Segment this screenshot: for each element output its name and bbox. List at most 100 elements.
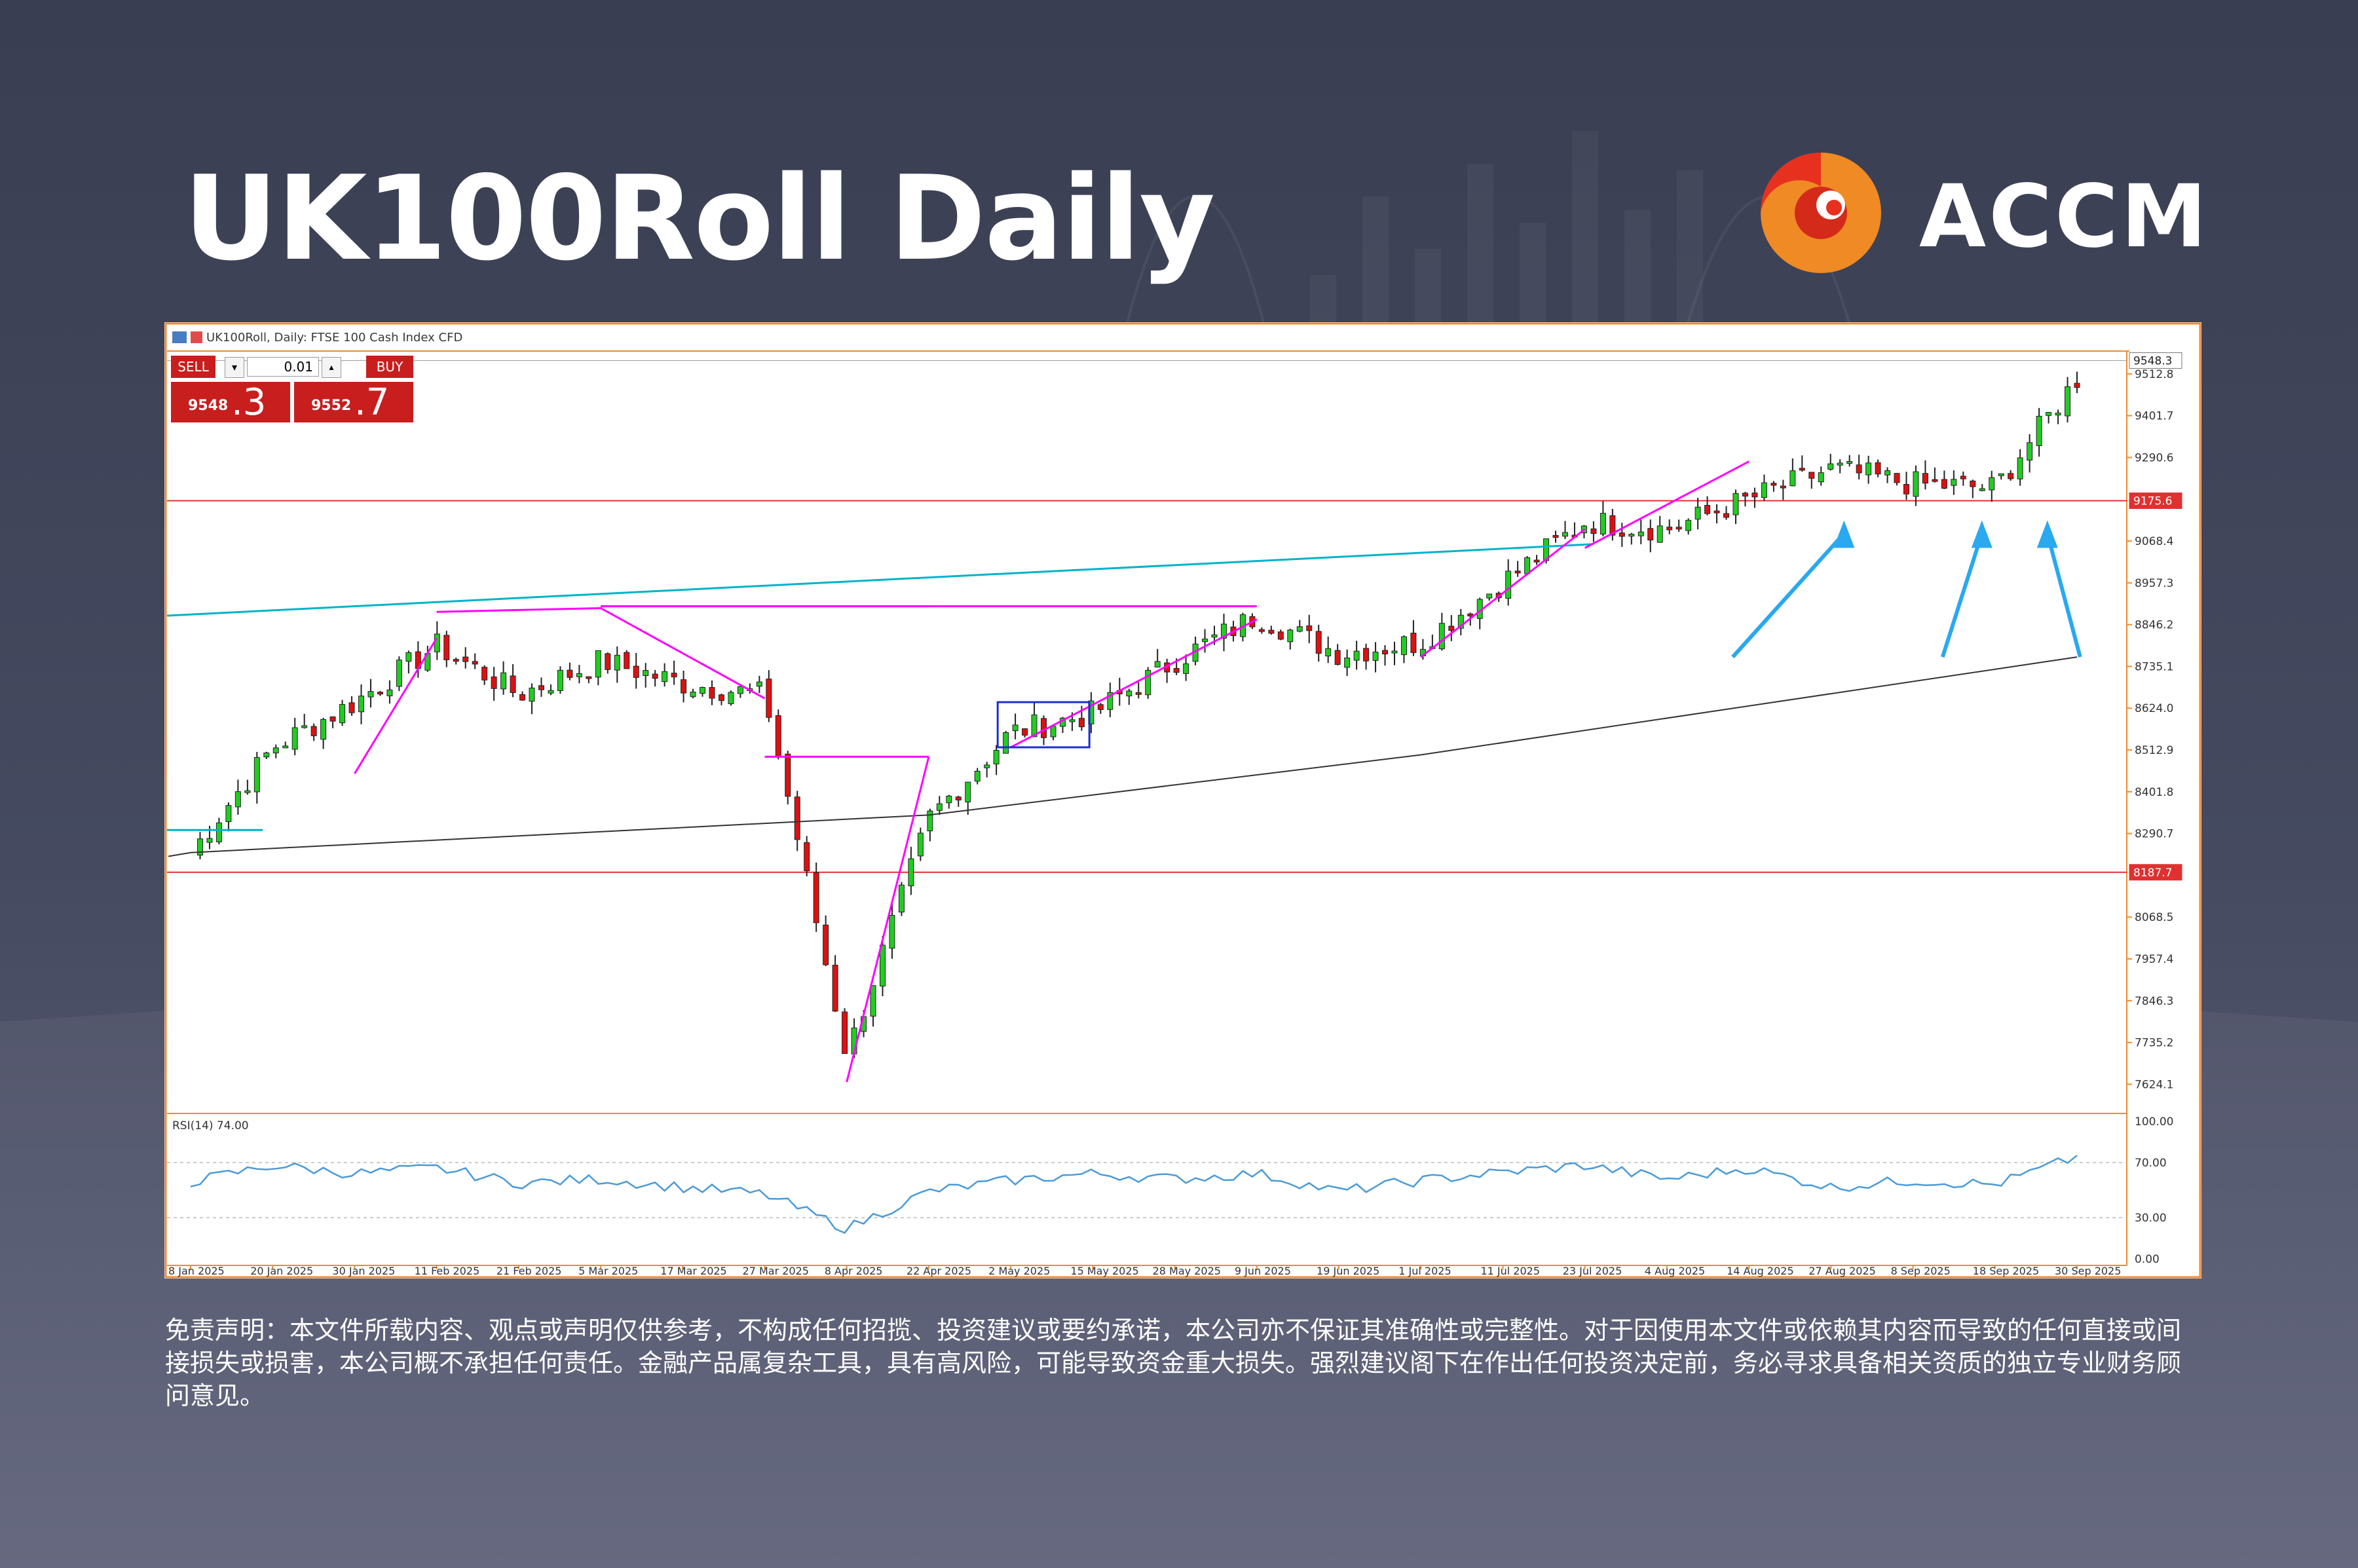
accm-flame-logo-icon	[1761, 153, 1881, 273]
candle-body	[1780, 485, 1786, 489]
price-axis-label: 8401.8	[2135, 786, 2173, 799]
date-axis-label: 30 Sep 2025	[2055, 1265, 2121, 1277]
buy-button[interactable]: BUY	[366, 356, 413, 378]
candle-body	[1315, 631, 1322, 654]
candle-body	[405, 652, 412, 662]
candle-body	[1173, 667, 1180, 673]
price-axis-label: 9401.7	[2135, 410, 2173, 423]
rsi-axis-label: 0.00	[2135, 1253, 2160, 1266]
lot-dropdown-icon[interactable]: ▾	[225, 357, 244, 378]
candle-body	[2055, 413, 2061, 416]
candle-body	[1638, 531, 1644, 536]
callout-arrow-icon	[2036, 520, 2058, 548]
candle-body	[1552, 534, 1559, 538]
candle-body	[681, 679, 687, 694]
one-click-trading-panel[interactable]: SELL ▾ 0.01 ▴ BUY 9548 .3 9552 .7	[171, 356, 420, 428]
candle-body	[1410, 633, 1417, 653]
candle-body	[2027, 442, 2033, 461]
price-axis-label: 7957.4	[2135, 953, 2173, 966]
candle-body	[1694, 506, 1701, 520]
candle-body	[225, 805, 232, 822]
candle-body	[1022, 728, 1028, 736]
callout-arrow-shaft	[1940, 532, 1984, 658]
trend-annotation	[1010, 618, 1258, 749]
price-axis-label: 9512.8	[2135, 368, 2173, 381]
candle-body	[1126, 690, 1132, 697]
date-axis-label: 19 Jun 2025	[1317, 1265, 1379, 1277]
candle-body	[1656, 525, 1663, 543]
candle-body	[652, 673, 658, 679]
candle-body	[1183, 663, 1189, 674]
candle-body	[1922, 473, 1928, 484]
sell-quote-button[interactable]: 9548 .3	[171, 382, 290, 422]
candle-body	[443, 635, 450, 660]
candle-body	[1438, 623, 1445, 650]
date-axis-label: 8 Apr 2025	[825, 1265, 883, 1277]
lot-size-input[interactable]: 0.01	[247, 357, 319, 377]
sell-price-pips: .3	[231, 381, 267, 424]
callout-arrow-icon	[1971, 520, 1993, 548]
candle-body	[832, 965, 838, 1012]
candle-body	[1287, 629, 1294, 643]
chart-frame	[164, 322, 2201, 1279]
candle-body	[396, 660, 402, 687]
candle-body	[1145, 669, 1151, 696]
candle-body	[1012, 724, 1019, 732]
date-axis-label: 22 Apr 2025	[907, 1265, 971, 1277]
candle-body	[842, 1011, 848, 1055]
candle-body	[481, 667, 488, 681]
price-axis-label: 7846.3	[2135, 995, 2173, 1008]
candle-body	[1457, 614, 1464, 629]
candle-body	[1325, 648, 1332, 657]
candle-body	[367, 691, 374, 698]
candle-body	[557, 669, 563, 691]
date-axis-label: 20 Jan 2025	[250, 1265, 313, 1277]
rsi-axis-label: 100.00	[2135, 1115, 2173, 1129]
candle-body	[671, 673, 677, 678]
candle-body	[709, 687, 715, 699]
candle-body	[624, 652, 630, 669]
candle-body	[1041, 718, 1047, 738]
price-axis-label: 8957.3	[2135, 577, 2173, 590]
candle-body	[1770, 483, 1777, 486]
candle-body	[339, 704, 346, 724]
chart-panel[interactable]: UK100Roll, Daily: FTSE 100 Cash Index CF…	[164, 322, 2201, 1279]
price-chart[interactable]: UK100Roll, Daily: FTSE 100 Cash Index CF…	[164, 322, 2201, 1279]
candle-body	[1268, 629, 1275, 634]
candle-body	[291, 727, 298, 750]
candle-body	[196, 838, 203, 856]
page-title: UK100Roll Daily	[183, 151, 1215, 286]
rsi-line	[190, 1155, 2078, 1234]
chart-menu-icon	[172, 331, 187, 343]
date-axis-label: 9 Jun 2025	[1235, 1265, 1291, 1277]
candle-body	[1732, 493, 1739, 515]
candle-body	[1941, 479, 1947, 489]
date-axis-label: 18 Sep 2025	[1973, 1265, 2039, 1277]
candle-body	[519, 694, 526, 701]
candle-body	[2017, 457, 2023, 479]
price-axis-label: 7624.1	[2135, 1078, 2173, 1091]
lot-increase-icon[interactable]: ▴	[322, 357, 341, 378]
candle-body	[348, 702, 355, 713]
date-axis-label: 27 Aug 2025	[1808, 1265, 1876, 1277]
candle-body	[1979, 488, 1985, 491]
candle-body	[1097, 704, 1104, 710]
sell-price-main: 9548	[188, 398, 229, 414]
candle-body	[785, 753, 791, 797]
sell-button[interactable]: SELL	[171, 356, 215, 378]
price-axis-label: 9290.6	[2135, 451, 2173, 464]
candle-body	[1363, 648, 1370, 662]
buy-quote-button[interactable]: 9552 .7	[294, 382, 413, 422]
candle-body	[1296, 626, 1303, 632]
candle-body	[386, 689, 393, 696]
candle-body	[662, 671, 668, 682]
candle-body	[329, 716, 336, 722]
date-axis-label: 14 Aug 2025	[1727, 1265, 1794, 1277]
candle-body	[1628, 534, 1635, 537]
candle-body	[1675, 527, 1682, 530]
resistance-price-tag-bg	[2129, 492, 2182, 509]
date-axis-label: 8 Sep 2025	[1891, 1265, 1951, 1277]
candle-body	[1524, 557, 1531, 574]
price-axis-label: 8624.0	[2135, 702, 2173, 715]
candle-body	[2065, 386, 2071, 417]
